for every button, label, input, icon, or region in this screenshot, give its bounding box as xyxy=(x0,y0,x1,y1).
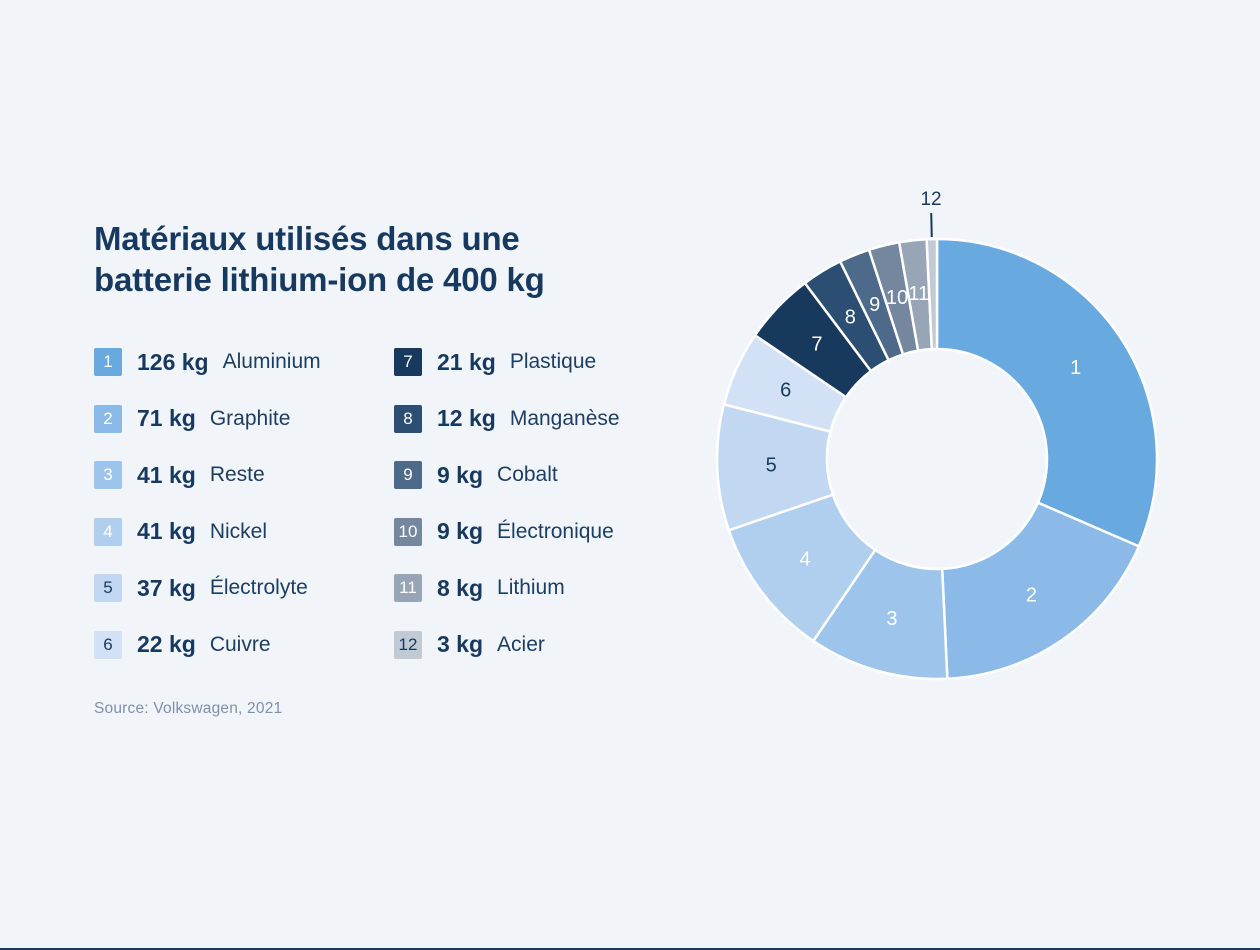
segment-label-9: 9 xyxy=(869,294,880,316)
legend-label: Lithium xyxy=(497,576,565,600)
legend-item-nickel: 4 41 kg Nickel xyxy=(94,517,394,546)
legend-item-graphite: 2 71 kg Graphite xyxy=(94,404,394,433)
legend-item-manganese: 8 12 kg Manganèse xyxy=(394,404,620,433)
segment-label-11: 11 xyxy=(908,283,929,305)
legend-value: 22 kg xyxy=(137,631,196,658)
legend-badge-10: 10 xyxy=(394,517,422,546)
donut-segment-1 xyxy=(935,237,1159,549)
legend-badge-12: 12 xyxy=(394,630,422,659)
legend-value: 71 kg xyxy=(137,405,196,432)
segment-label-4: 4 xyxy=(799,549,810,571)
segment-label-1: 1 xyxy=(1070,357,1081,379)
legend-value: 41 kg xyxy=(137,461,196,488)
legend-label: Acier xyxy=(497,632,545,656)
segment-label-10: 10 xyxy=(886,287,908,309)
legend-label: Cobalt xyxy=(497,463,558,487)
legend-badge-1: 1 xyxy=(94,348,122,376)
legend-value: 9 kg xyxy=(437,518,484,545)
page-title-line2: batterie lithium-ion de 400 kg xyxy=(94,260,545,298)
legend-item-plastique: 7 21 kg Plastique xyxy=(394,348,620,376)
footer-bar xyxy=(0,948,1260,950)
legend-badge-2: 2 xyxy=(94,404,122,433)
outside-label-segment-12: 12 xyxy=(920,189,941,210)
legend-item-electrolyte: 5 37 kg Électrolyte xyxy=(94,574,394,603)
legend-badge-8: 8 xyxy=(394,404,422,433)
legend-item-reste: 3 41 kg Reste xyxy=(94,461,394,490)
legend-badge-9: 9 xyxy=(394,461,422,490)
legend-badge-7: 7 xyxy=(394,348,422,376)
segment-label-6: 6 xyxy=(780,380,791,402)
segment-label-2: 2 xyxy=(1026,585,1037,607)
legend-value: 8 kg xyxy=(437,574,484,601)
legend-value: 126 kg xyxy=(137,348,209,375)
legend-badge-6: 6 xyxy=(94,630,122,659)
legend-badge-11: 11 xyxy=(394,574,422,603)
segment-label-7: 7 xyxy=(811,333,822,355)
legend-value: 9 kg xyxy=(437,461,484,488)
legend-value: 21 kg xyxy=(437,348,496,375)
legend-badge-5: 5 xyxy=(94,574,122,603)
callout-line-segment-12 xyxy=(930,213,933,238)
legend-label: Cuivre xyxy=(209,632,271,656)
donut-chart: 1 2 3 4 5 6 7 8 9 10 11 12 xyxy=(690,168,1210,748)
legend-label: Électronique xyxy=(497,519,614,543)
legend-label: Plastique xyxy=(509,350,597,373)
legend-label: Manganèse xyxy=(509,406,620,430)
legend-item-aluminium: 1 126 kg Aluminium xyxy=(94,348,394,376)
donut-segment-12 xyxy=(925,237,939,351)
legend-value: 41 kg xyxy=(137,518,196,545)
legend-label: Reste xyxy=(209,463,265,487)
legend-item-lithium: 11 8 kg Lithium xyxy=(394,574,620,603)
legend-value: 12 kg xyxy=(437,405,496,432)
legend-item-electronique: 10 9 kg Électronique xyxy=(394,517,620,546)
legend-label: Aluminium xyxy=(222,350,321,373)
segment-label-5: 5 xyxy=(766,455,777,477)
legend-label: Graphite xyxy=(209,406,291,430)
legend-value: 37 kg xyxy=(137,574,196,601)
legend: 1 126 kg Aluminium 2 71 kg Graphite 3 41… xyxy=(94,348,620,688)
legend-badge-3: 3 xyxy=(94,461,122,490)
legend-item-acier: 12 3 kg Acier xyxy=(394,630,620,659)
segment-label-3: 3 xyxy=(886,608,897,630)
legend-value: 3 kg xyxy=(437,631,484,658)
page-title: Matériaux utilisés dans une batterie lit… xyxy=(94,219,545,300)
donut-segment-2 xyxy=(940,501,1141,681)
page-title-line1: Matériaux utilisés dans une xyxy=(94,220,520,257)
legend-label: Électrolyte xyxy=(209,576,308,600)
legend-label: Nickel xyxy=(209,519,268,543)
legend-badge-4: 4 xyxy=(94,517,122,546)
source-note: Source: Volkswagen, 2021 xyxy=(94,700,283,717)
legend-item-cobalt: 9 9 kg Cobalt xyxy=(394,461,620,490)
segment-label-8: 8 xyxy=(845,306,856,328)
legend-item-cuivre: 6 22 kg Cuivre xyxy=(94,630,394,659)
